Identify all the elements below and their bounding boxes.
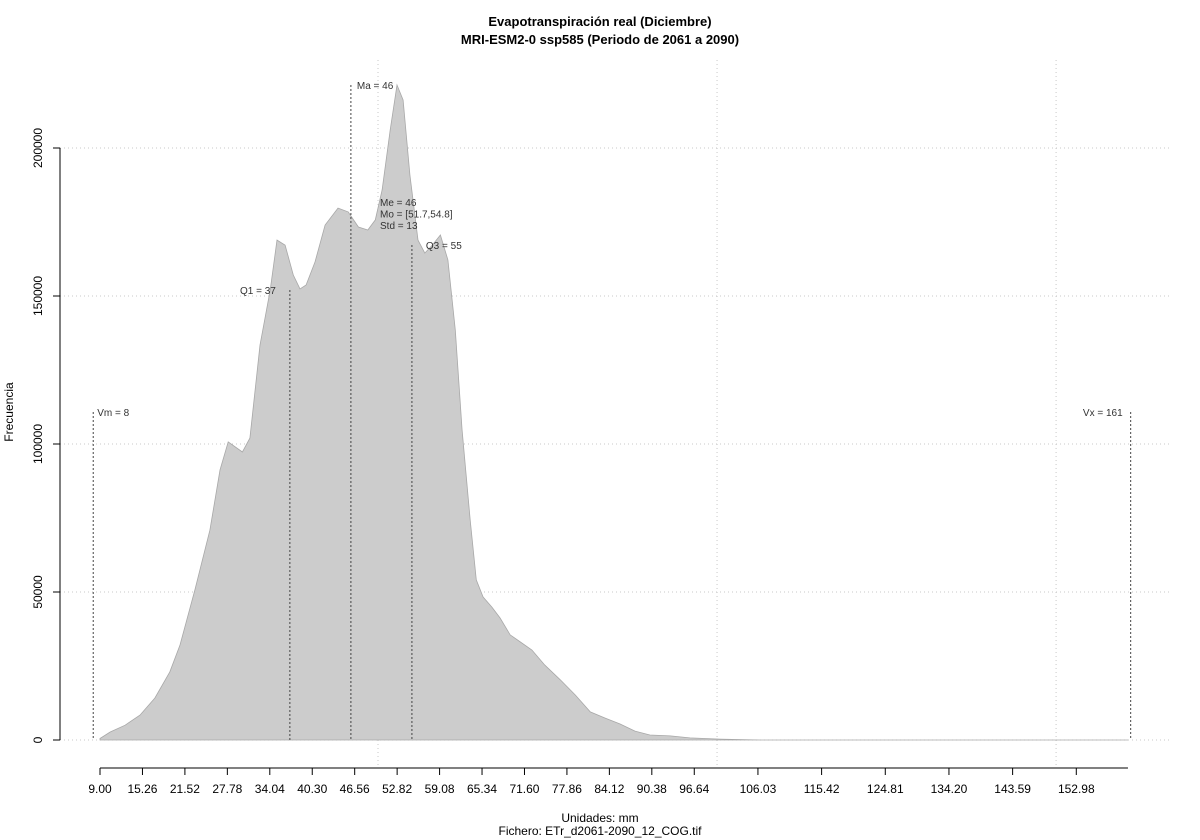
- area: [99, 83, 1128, 741]
- stat-text: Std = 13: [380, 221, 418, 232]
- chart-title: Evapotranspiración real (Diciembre): [488, 14, 711, 29]
- x-tick-label: 106.03: [740, 782, 777, 796]
- x-tick-label: 134.20: [931, 782, 968, 796]
- x-tick-label: 124.81: [867, 782, 904, 796]
- x-tick-label: 34.04: [255, 782, 285, 796]
- x-tick-label: 115.42: [804, 782, 840, 796]
- x-axis-label: Unidades: mm: [561, 811, 638, 825]
- x-tick-label: 40.30: [297, 782, 327, 796]
- chart-subtitle: MRI-ESM2-0 ssp585 (Periodo de 2061 a 209…: [461, 32, 739, 47]
- y-tick-label: 0: [31, 736, 45, 743]
- y-tick-label: 50000: [31, 575, 45, 609]
- y-tick-label: 200000: [31, 128, 45, 168]
- x-tick-label: 152.98: [1058, 782, 1095, 796]
- stat-label: Q3 = 55: [426, 241, 462, 252]
- x-tick-label: 59.08: [425, 782, 455, 796]
- stat-label: Q1 = 37: [240, 286, 276, 297]
- x-tick-label: 52.82: [382, 782, 412, 796]
- stat-label: Vx = 161: [1083, 408, 1123, 419]
- x-tick-label: 84.12: [594, 782, 624, 796]
- y-tick-label: 100000: [31, 424, 45, 464]
- x-tick-label: 65.34: [467, 782, 497, 796]
- x-tick-label: 46.56: [340, 782, 370, 796]
- x-tick-label: 21.52: [170, 782, 200, 796]
- stat-label: Vm = 8: [97, 408, 129, 419]
- x-tick-label: 77.86: [552, 782, 582, 796]
- x-tick-label: 90.38: [637, 782, 667, 796]
- stat-text: Me = 46: [380, 198, 417, 209]
- y-axis-label: Frecuencia: [2, 382, 16, 442]
- stat-text: Mo = [51.7,54.8]: [380, 210, 453, 221]
- x-tick-label: 96.64: [679, 782, 709, 796]
- y-tick-label: 150000: [31, 276, 45, 316]
- x-tick-label: 9.00: [88, 782, 112, 796]
- stat-label: Ma = 46: [357, 81, 394, 92]
- x-tick-label: 15.26: [127, 782, 157, 796]
- x-tick-label: 143.59: [994, 782, 1031, 796]
- x-tick-label: 27.78: [212, 782, 242, 796]
- caption: Fichero: ETr_d2061-2090_12_COG.tif: [499, 824, 703, 838]
- x-tick-label: 71.60: [509, 782, 539, 796]
